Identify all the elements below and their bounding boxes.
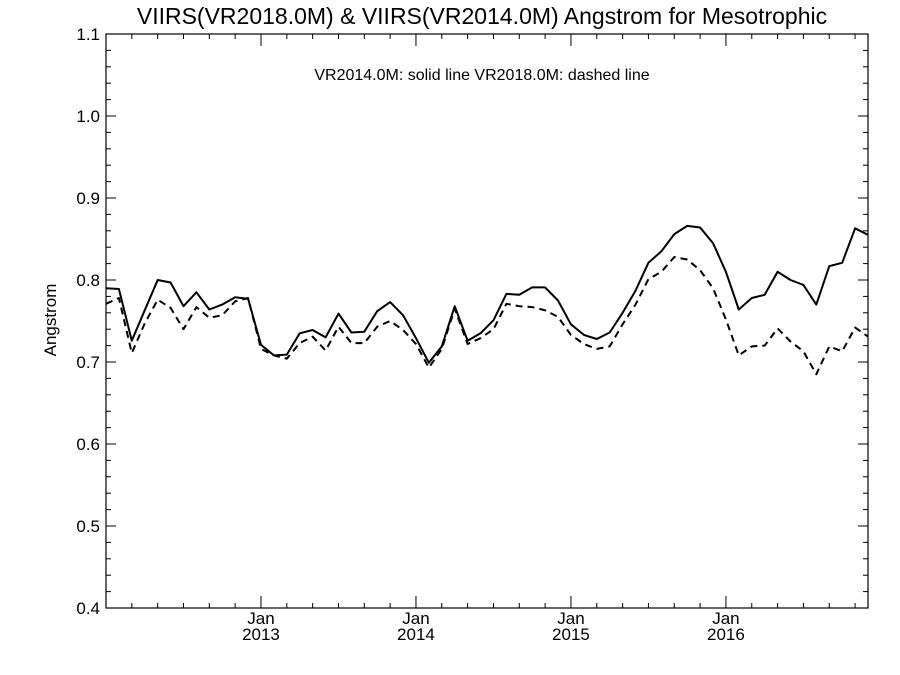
x-tick-label-month: Jan: [247, 609, 274, 628]
y-tick-label: 1.1: [76, 25, 100, 44]
plot-frame: [105, 33, 869, 609]
y-tick-label: 0.4: [76, 599, 100, 618]
y-tick-label: 1.0: [76, 107, 100, 126]
legend-annotation: VR2014.0M: solid line VR2018.0M: dashed …: [314, 67, 649, 84]
x-tick-label-year: 2014: [397, 625, 435, 644]
tick-labels: 0.40.50.60.70.80.91.01.1Jan2013Jan2014Ja…: [76, 25, 744, 644]
x-tick-label-month: Jan: [557, 609, 584, 628]
axis-ticks: [105, 33, 868, 609]
y-tick-label: 0.8: [76, 271, 100, 290]
x-tick-label-year: 2016: [707, 625, 745, 644]
x-tick-label-year: 2013: [242, 625, 280, 644]
y-tick-label: 0.9: [76, 189, 100, 208]
y-tick-label: 0.5: [76, 517, 100, 536]
x-tick-label-year: 2015: [552, 625, 590, 644]
y-tick-label: 0.6: [76, 435, 100, 454]
y-axis-label: Angstrom: [41, 284, 60, 357]
series-line-dashed: [105, 256, 869, 376]
x-tick-label-month: Jan: [712, 609, 739, 628]
y-tick-label: 0.7: [76, 353, 100, 372]
chart-title: VIIRS(VR2018.0M) & VIIRS(VR2014.0M) Angs…: [137, 3, 827, 29]
series-lines: [105, 224, 869, 376]
series-line-solid: [105, 224, 869, 364]
x-tick-label-month: Jan: [402, 609, 429, 628]
